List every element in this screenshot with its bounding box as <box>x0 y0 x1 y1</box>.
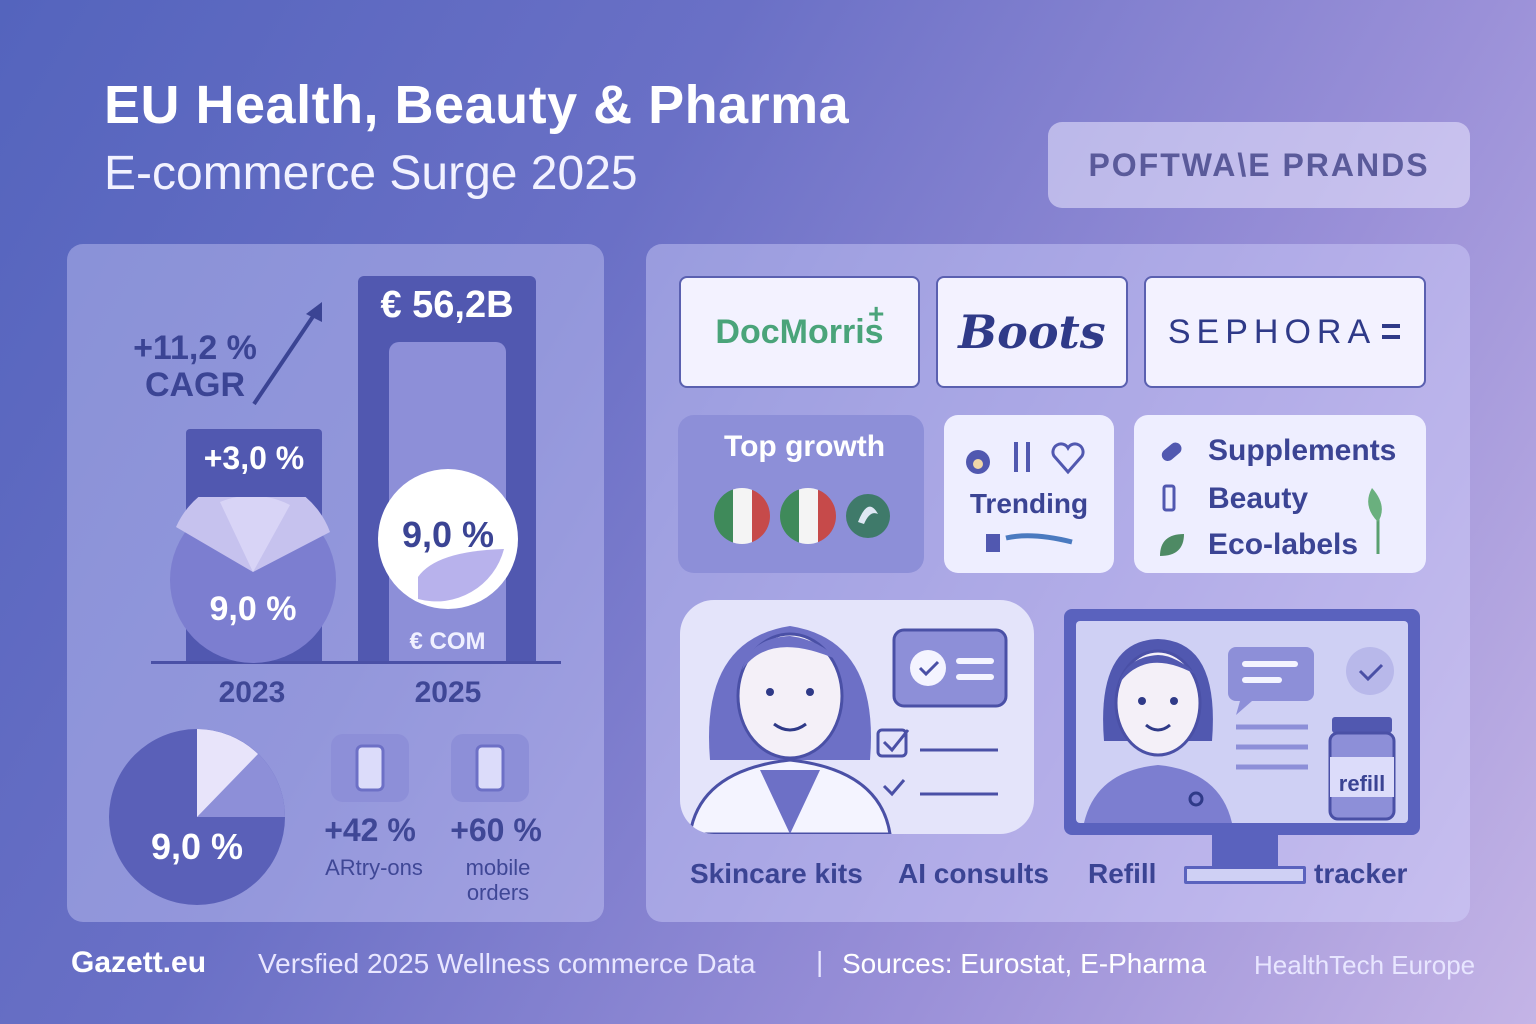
italy-flag-icon <box>714 488 770 544</box>
footer-separator: | <box>816 946 824 977</box>
ar-tryons-label: ARtry-ons <box>325 855 423 880</box>
trending-label: Trending <box>969 488 1089 519</box>
cagr-value: +11,2 % <box>133 329 257 367</box>
ar-tryons-value: +42 % <box>324 812 416 848</box>
page-title: EU Health, Beauty & Pharma <box>104 75 850 135</box>
docmorris-logo-card[interactable]: DocMorris <box>679 276 920 388</box>
pharmacist-illustration <box>688 626 1008 834</box>
pie-2023-label: 9,0 % <box>209 590 297 628</box>
refill-label: Refill <box>1088 858 1157 889</box>
trending-icons <box>966 442 1085 475</box>
sephora-mark-icon <box>1382 324 1401 339</box>
sephora-logo: SEPHORA <box>1167 312 1377 351</box>
year-2025: 2025 <box>414 676 482 709</box>
bar-2023-label: +3,0 % <box>203 440 305 476</box>
mobile-phone-icon <box>451 734 529 802</box>
leaf-icon <box>1160 534 1184 556</box>
mobile-orders-value: +60 % <box>450 812 542 848</box>
skincare-consult-card <box>680 600 1034 834</box>
top-growth-title: Top growth <box>724 430 886 463</box>
cagr-label: CAGR <box>144 366 246 405</box>
beauty-bottle-icon <box>1162 484 1176 512</box>
pie-2023 <box>170 497 336 663</box>
pie-2025-label: 9,0 % <box>401 514 495 555</box>
phone-icon <box>331 734 409 802</box>
brand-pill: POFTWA\E PRANDS <box>1048 122 1470 208</box>
bar-2025-label: € 56,2B <box>380 284 514 326</box>
page-subtitle: E-commerce Surge 2025 <box>104 147 638 200</box>
italy-flag-icon-2 <box>780 488 836 544</box>
boots-logo-card[interactable]: Boots <box>936 276 1128 388</box>
pill-icon <box>1161 442 1182 461</box>
bar-2025-inner-label: € COM <box>409 628 486 655</box>
refill-bottle-label: refill <box>1338 771 1386 796</box>
chart-baseline <box>151 661 561 664</box>
tracker-label: tracker <box>1314 858 1408 889</box>
plant-icon <box>1368 488 1382 554</box>
docmorris-logo: DocMorris <box>715 312 884 351</box>
sephora-logo-card[interactable]: SEPHORA <box>1144 276 1426 388</box>
pie-2025 <box>378 469 518 609</box>
mobile-share-pie <box>109 729 285 905</box>
monitor-base <box>1184 866 1306 884</box>
category-eco-labels: Eco-labels <box>1208 528 1359 561</box>
year-2023: 2023 <box>218 676 286 709</box>
monitor-stand <box>1212 835 1278 869</box>
arrow-up-icon <box>252 302 322 406</box>
refill-tracker-monitor: refill <box>1064 609 1420 835</box>
boots-logo: Boots <box>958 305 1106 359</box>
skincare-kits-label: Skincare kits <box>690 858 863 889</box>
plus-icon: + <box>868 298 885 329</box>
footer-brand: Gazett.eu <box>71 946 207 979</box>
footer-sources: Sources: Eurostat, E-Pharma <box>842 948 1207 979</box>
category-beauty: Beauty <box>1208 482 1309 515</box>
mobile-orders-label-2: orders <box>466 880 530 905</box>
cagr-stat: +11,2 % CAGR <box>120 329 270 405</box>
refill-illustration <box>1084 639 1396 823</box>
footer-org: HealthTech Europe <box>1254 950 1476 980</box>
trending-card <box>944 415 1114 573</box>
ai-consults-label: AI consults <box>898 858 1049 889</box>
flag-icons <box>714 488 890 544</box>
trending-chart-icon <box>986 533 1073 552</box>
mobile-orders-label-1: mobile <box>465 855 531 880</box>
monitor-screen: refill <box>1076 621 1408 823</box>
mobile-pie-label: 9,0 % <box>150 826 244 867</box>
footer-verified: Versfied 2025 Wellness commerce Data <box>258 948 756 979</box>
category-supplements: Supplements <box>1208 434 1397 467</box>
